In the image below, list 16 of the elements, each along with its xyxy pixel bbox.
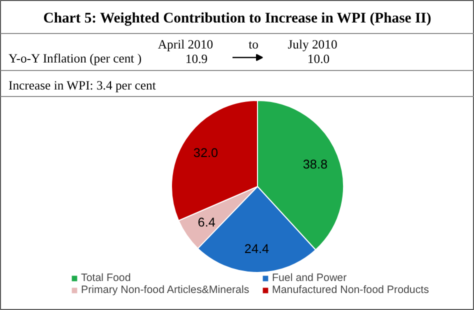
text: 10.0 bbox=[307, 52, 330, 66]
legend-label: Primary Non-food Articles&Minerals bbox=[81, 284, 250, 296]
text: to bbox=[248, 38, 258, 52]
text: April 2010 bbox=[158, 38, 214, 52]
legend-label: Total Food bbox=[81, 272, 132, 284]
data-label: 38.8 bbox=[302, 158, 328, 172]
chart-title: Chart 5: Weighted Contribution to Increase in WPI (Phase II) bbox=[43, 10, 432, 26]
data-label: 24.4 bbox=[244, 242, 270, 256]
data-label: 6.4 bbox=[198, 215, 216, 230]
data-label: 32.0 bbox=[193, 146, 218, 160]
text: Increase in WPI: 3.4 per cent bbox=[8, 78, 156, 92]
legend-label: Manufactured Non-food Products bbox=[272, 284, 430, 296]
text: 10.9 bbox=[185, 52, 208, 66]
text: Y-o-Y Inflation (per cent ) bbox=[8, 52, 142, 66]
legend-label: Fuel and Power bbox=[272, 272, 348, 284]
text: July 2010 bbox=[288, 38, 338, 52]
